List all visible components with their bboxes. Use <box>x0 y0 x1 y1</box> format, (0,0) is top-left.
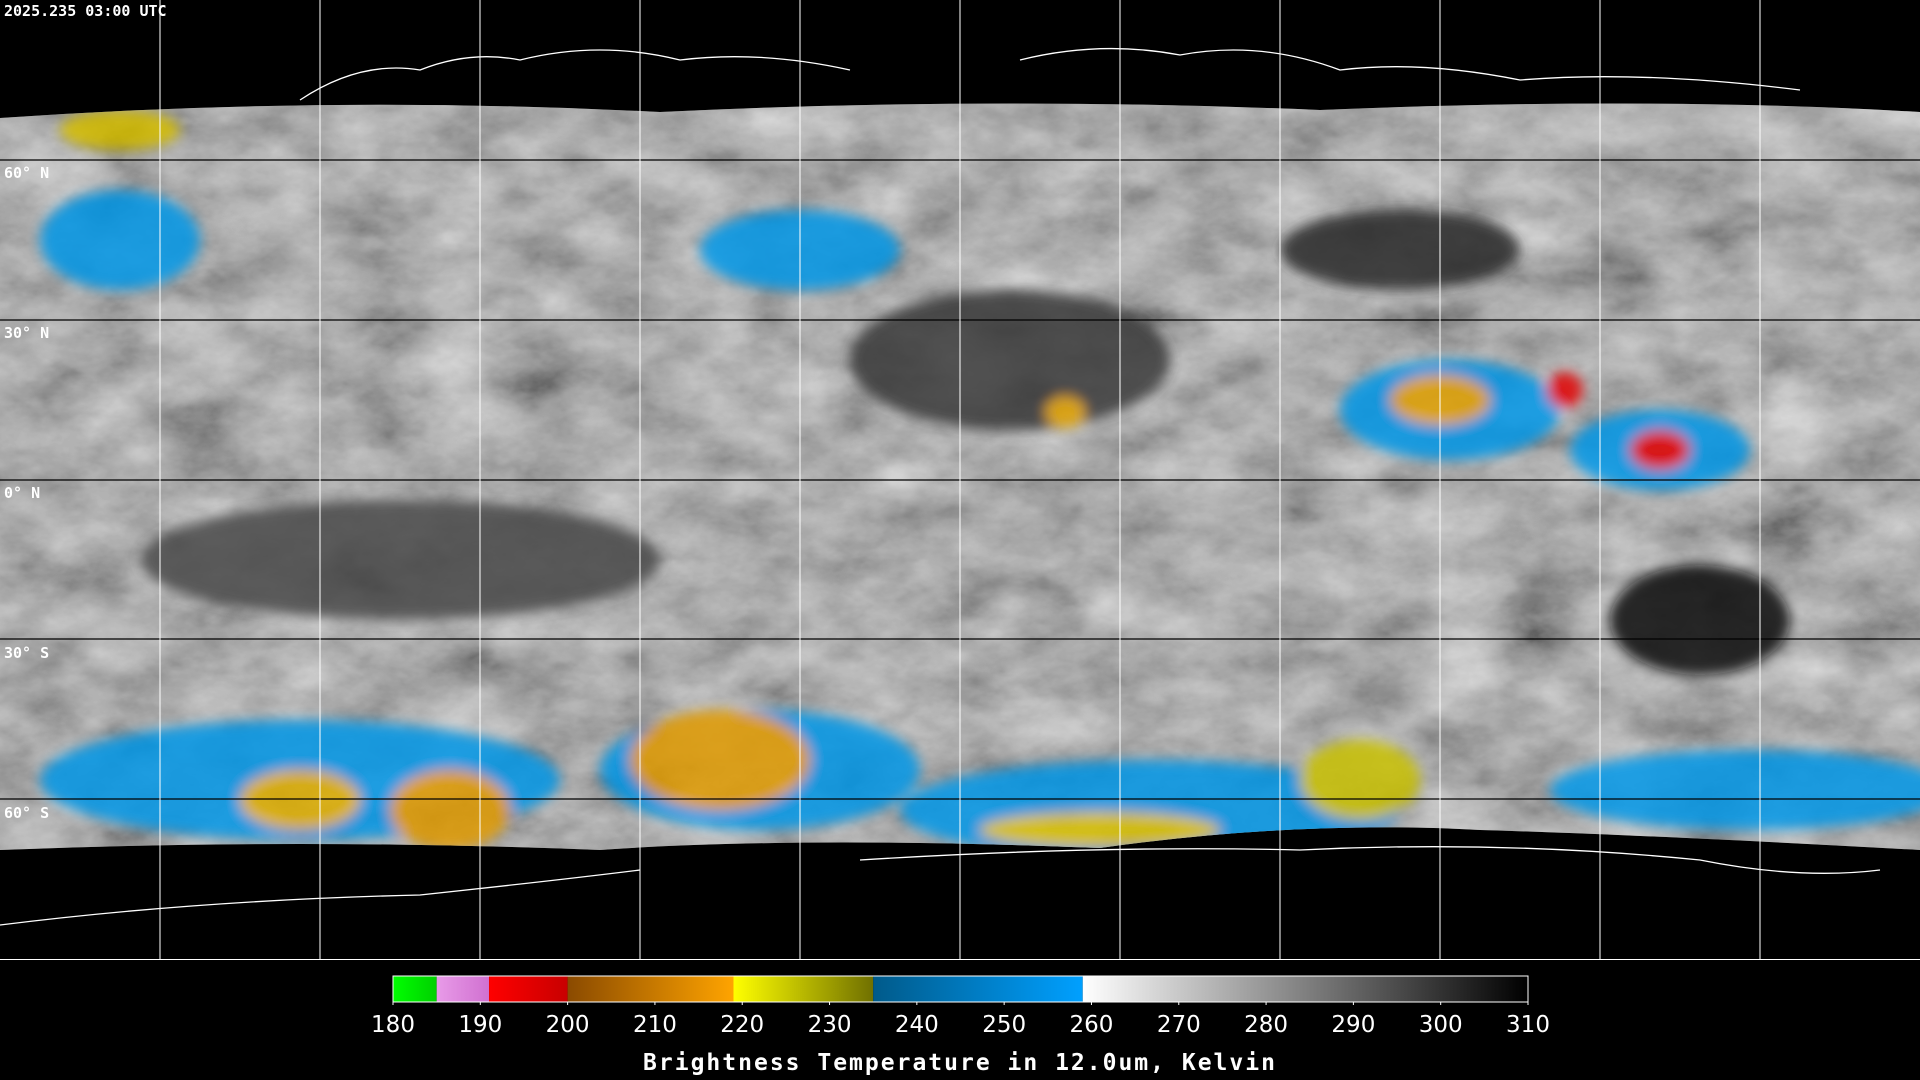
colorbar-segment <box>733 976 874 1002</box>
colorbar-tick-label: 230 <box>808 1012 852 1038</box>
colorbar-segment <box>489 976 568 1002</box>
colorbar-tick-label: 220 <box>720 1012 764 1038</box>
colorbar-frame <box>392 975 1529 1003</box>
lat-label: 30° S <box>4 644 49 662</box>
colorbar-tick-label: 290 <box>1331 1012 1375 1038</box>
colorbar-tick-label: 310 <box>1506 1012 1550 1038</box>
colorbar-tick-label: 210 <box>633 1012 677 1038</box>
colorbar-segment <box>873 976 1083 1002</box>
lat-label: 60° S <box>4 804 49 822</box>
lat-label: 30° N <box>4 324 49 342</box>
colorbar-tick-label: 250 <box>982 1012 1026 1038</box>
colorbar-segment <box>567 976 734 1002</box>
coastlines <box>0 47 1881 926</box>
lat-label: 0° N <box>4 484 40 502</box>
colorbar-segment <box>1082 976 1528 1002</box>
colorbar-title: Brightness Temperature in 12.0um, Kelvin <box>643 1050 1277 1076</box>
colorbar-tick-label: 280 <box>1244 1012 1288 1038</box>
colorbar: 180 190 200 210 220 230 240 250 260 270 280 290 300 3… <box>371 975 1550 1038</box>
colorbar-segment <box>436 976 490 1002</box>
colorbar-tick-label: 240 <box>895 1012 939 1038</box>
colorbar-tick-label: 180 <box>371 1012 415 1038</box>
lat-label: 60° N <box>4 164 49 182</box>
colorbar-tick-label: 300 <box>1419 1012 1463 1038</box>
colorbar-tick-label: 190 <box>458 1012 502 1038</box>
colorbar-tick-label: 260 <box>1070 1012 1114 1038</box>
colorbar-tick-label: 200 <box>546 1012 590 1038</box>
colorbar-tick-label: 270 <box>1157 1012 1201 1038</box>
colorbar-segment <box>393 976 437 1002</box>
timestamp: 2025.235 03:00 UTC <box>4 2 167 20</box>
graticule <box>0 0 1920 959</box>
